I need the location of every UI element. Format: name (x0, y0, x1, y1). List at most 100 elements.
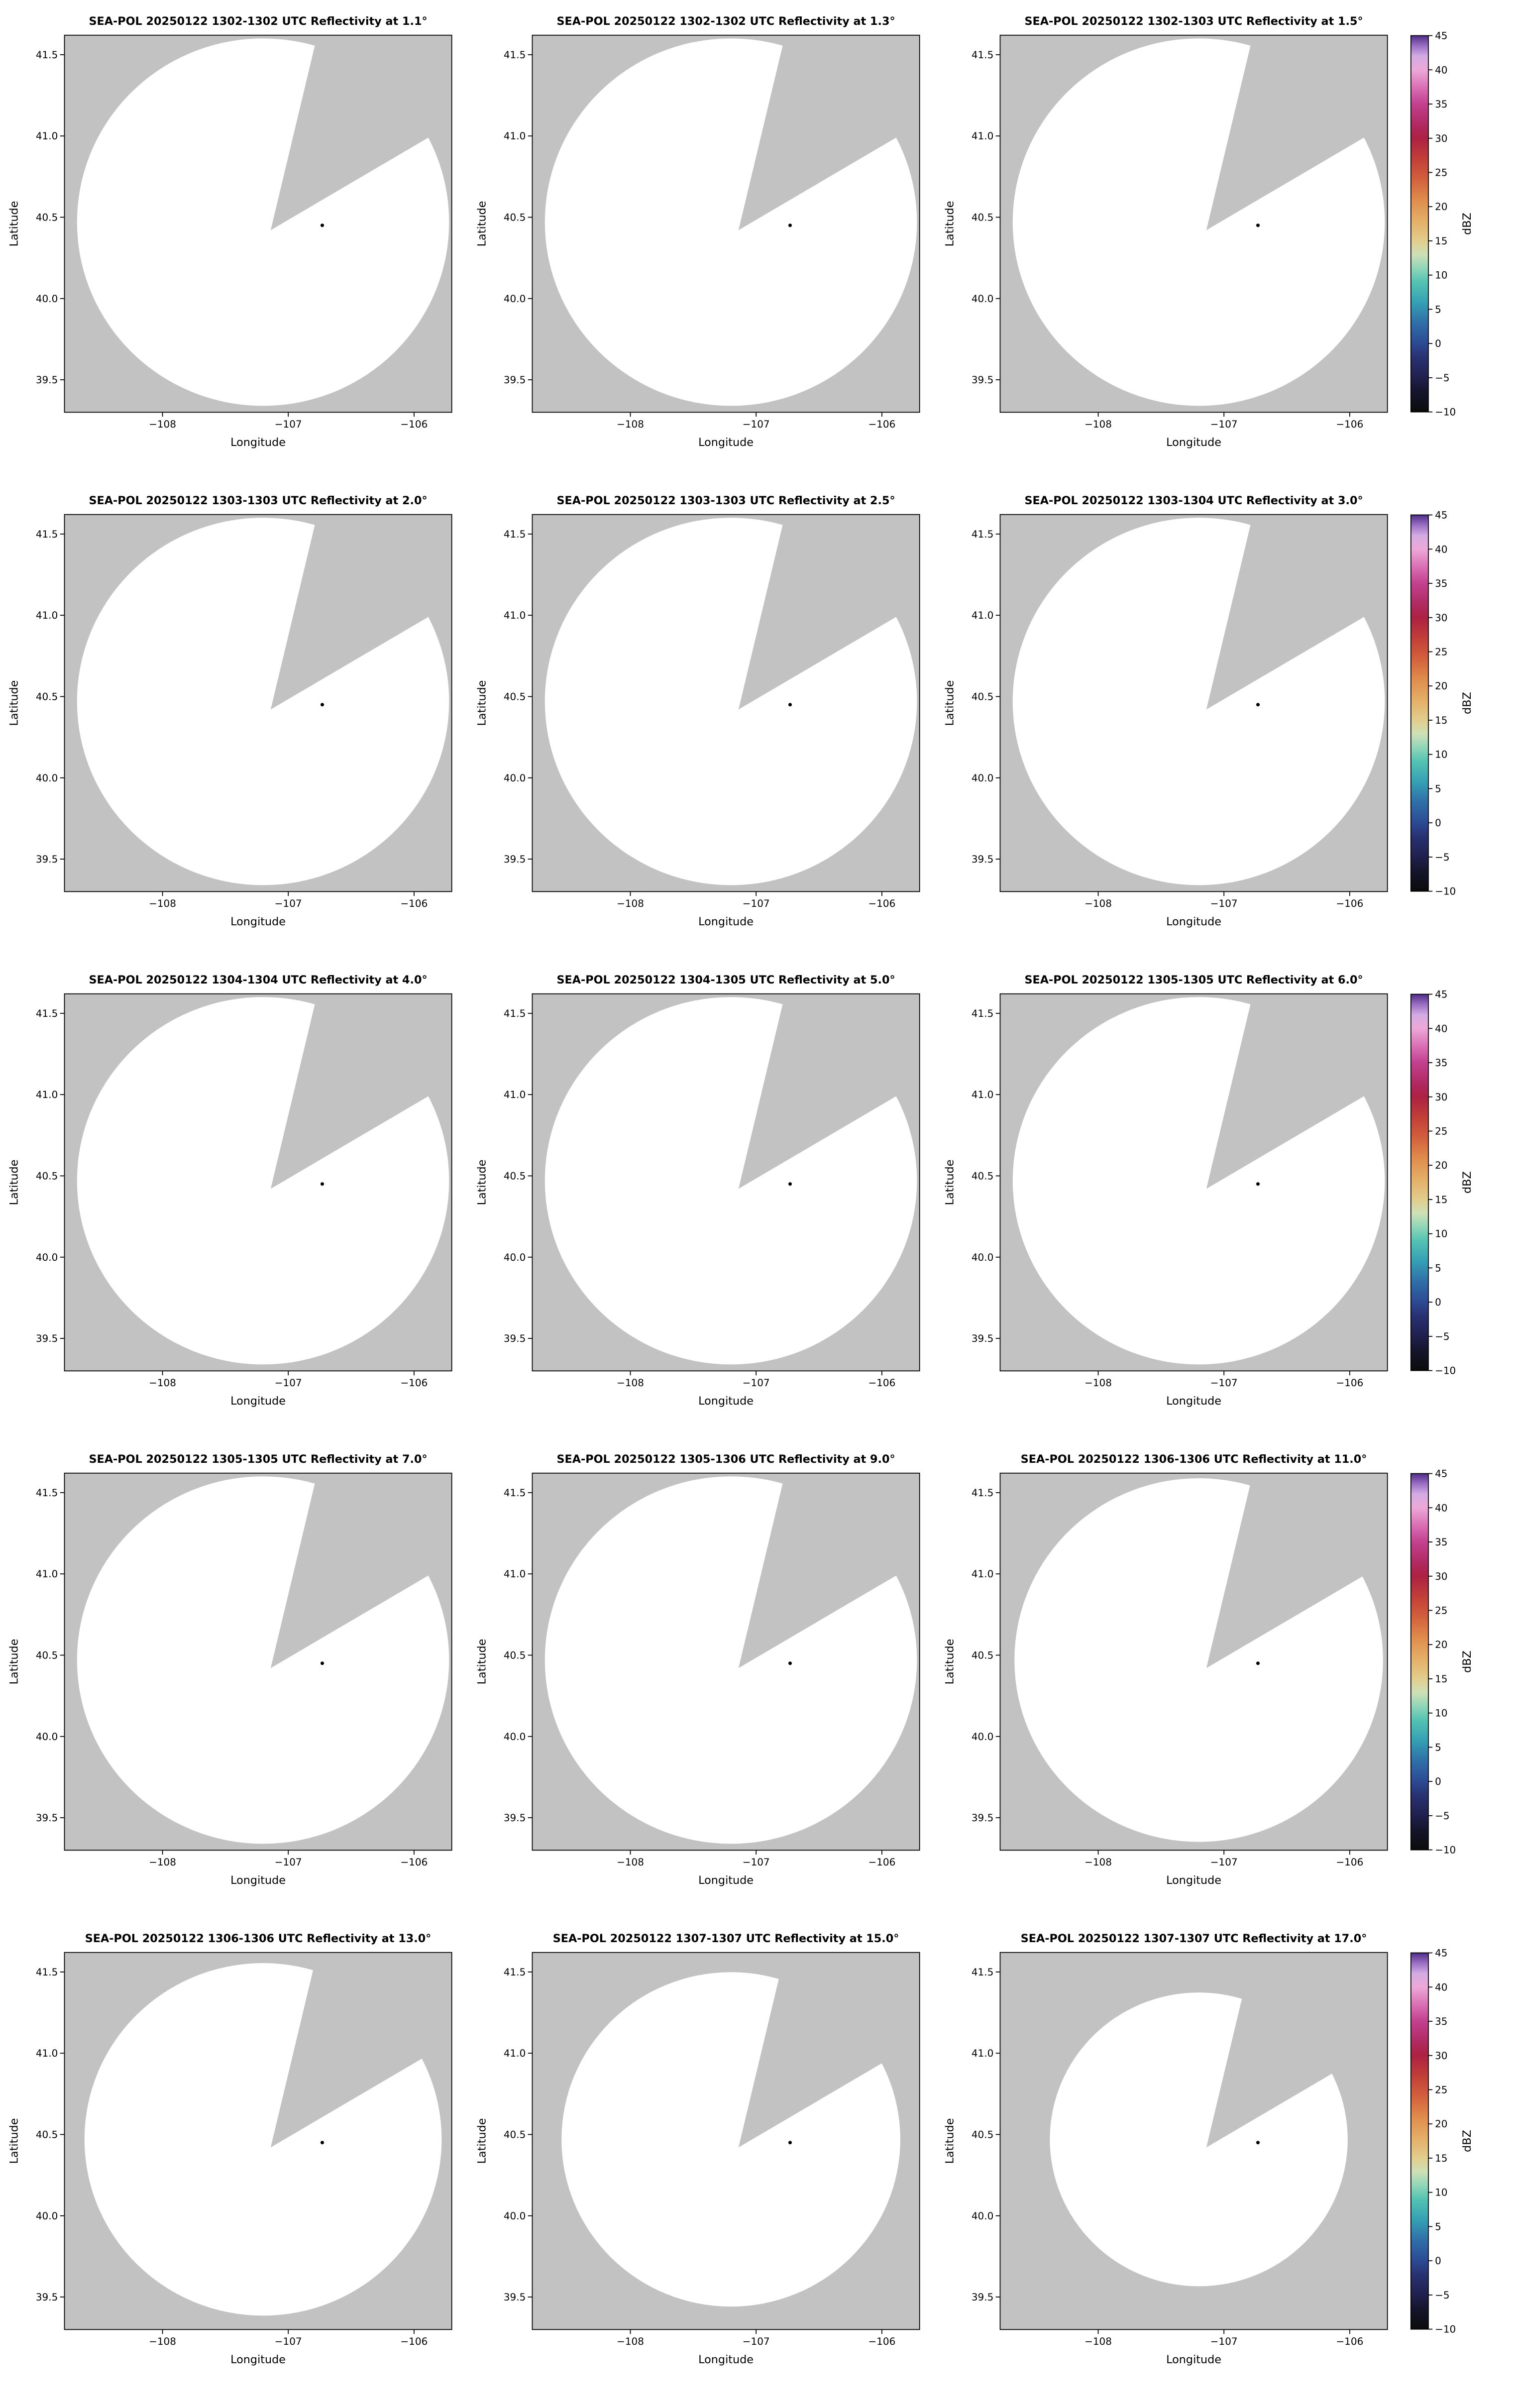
y-tick-label: 41.0 (504, 1568, 526, 1580)
x-tick-label: −106 (1336, 897, 1363, 909)
y-axis-label: Latitude (944, 1639, 957, 1685)
colorbar-label: dBZ (1461, 692, 1474, 714)
colorbar-tick-label: 15 (1435, 1194, 1447, 1205)
colorbar-tick-label: 0 (1435, 338, 1441, 349)
y-tick-label: 40.5 (504, 212, 526, 223)
radar-site-marker (320, 2141, 325, 2145)
blocked-sector-wedge (1206, 1473, 1388, 1668)
x-tick-label: −106 (868, 1377, 895, 1389)
x-axis-label: Longitude (698, 2353, 754, 2366)
y-axis-label: Latitude (476, 1160, 489, 1205)
x-axis-label: Longitude (230, 915, 286, 928)
y-tick-label: 40.0 (972, 2210, 993, 2222)
axes-frame (532, 993, 920, 1372)
y-axis-label: Latitude (476, 2118, 489, 2164)
radar-site-marker (1256, 2141, 1260, 2145)
y-tick-label: 39.5 (972, 853, 993, 865)
blocked-sector-wedge (738, 35, 920, 230)
y-tick-label: 40.5 (504, 691, 526, 703)
blocked-sector-wedge (738, 1473, 920, 1668)
radar-panel: −108 −107 −106 39.5 40.0 40.5 41.0 41.5 SEA-POL … (8, 974, 452, 1408)
y-tick-label: 39.5 (504, 2291, 526, 2303)
x-tick-label: −108 (1084, 1856, 1112, 1868)
panel-title: SEA-POL 20250122 1302-1302 UTC Reflectiv… (556, 15, 895, 28)
radar-panel: −108 −107 −106 39.5 40.0 40.5 41.0 41.5 SEA-POL … (944, 1932, 1388, 2366)
y-tick-label: 40.5 (504, 2129, 526, 2141)
y-tick-label: 40.0 (36, 772, 58, 784)
y-axis-label: Latitude (944, 1160, 957, 1205)
y-tick-label: 40.5 (972, 212, 993, 223)
y-tick-label: 41.0 (972, 130, 993, 142)
colorbar-tick-label: 20 (1435, 680, 1447, 692)
y-axis-label: Latitude (476, 1639, 489, 1685)
x-axis-label: Longitude (230, 436, 286, 449)
radar-panel: −108 −107 −106 39.5 40.0 40.5 41.0 41.5 SEA-POL … (8, 1932, 452, 2366)
axes-frame (532, 34, 920, 413)
x-axis-label: Longitude (230, 1395, 286, 1408)
y-tick-label: 39.5 (972, 1332, 993, 1344)
x-tick-label: −107 (1210, 418, 1238, 430)
y-tick-label: 39.5 (504, 1332, 526, 1344)
x-tick-label: −106 (1336, 2335, 1363, 2347)
y-tick-label: 41.5 (504, 1487, 526, 1499)
y-tick-label: 41.5 (504, 49, 526, 61)
radar-site-marker (1256, 703, 1260, 707)
y-tick-label: 40.0 (504, 1731, 526, 1743)
radar-site-marker (320, 703, 325, 707)
x-tick-label: −108 (1084, 1377, 1112, 1389)
colorbar-label: dBZ (1461, 2130, 1474, 2152)
colorbar-gradient (1410, 1952, 1429, 2330)
colorbar-tick-label: 35 (1435, 578, 1447, 589)
x-tick-label: −106 (868, 418, 895, 430)
x-tick-label: −108 (149, 418, 176, 430)
y-tick-label: 40.5 (36, 2129, 58, 2141)
panel-title: SEA-POL 20250122 1305-1306 UTC Reflectiv… (556, 1453, 895, 1466)
panel-title: SEA-POL 20250122 1304-1304 UTC Reflectiv… (89, 974, 427, 986)
x-tick-label: −106 (1336, 418, 1363, 430)
y-axis-label: Latitude (8, 2118, 21, 2164)
colorbar-tick-label: 45 (1435, 1948, 1447, 1959)
x-tick-label: −107 (743, 1856, 770, 1868)
x-axis-label: Longitude (1166, 436, 1221, 449)
colorbar-label: dBZ (1461, 213, 1474, 235)
x-tick-label: −107 (275, 1377, 302, 1389)
radar-panel: −108 −107 −106 39.5 40.0 40.5 41.0 41.5 SEA-POL … (8, 15, 452, 449)
y-tick-label: 41.0 (36, 1568, 58, 1580)
panel-title: SEA-POL 20250122 1302-1303 UTC Reflectiv… (1024, 15, 1363, 28)
y-tick-label: 41.0 (504, 2047, 526, 2059)
y-tick-label: 40.0 (36, 1251, 58, 1263)
colorbar-tick-label: −5 (1435, 372, 1449, 384)
x-tick-label: −108 (1084, 897, 1112, 909)
x-tick-label: −106 (400, 2335, 428, 2347)
x-axis-label: Longitude (1166, 1395, 1221, 1408)
y-tick-label: 41.0 (972, 609, 993, 621)
x-tick-label: −108 (1084, 2335, 1112, 2347)
colorbar-tick-label: 45 (1435, 30, 1447, 42)
x-tick-label: −106 (1336, 1377, 1363, 1389)
y-tick-label: 40.5 (972, 2129, 993, 2141)
x-tick-label: −108 (617, 418, 644, 430)
x-axis-label: Longitude (230, 2353, 286, 2366)
colorbar-tick-label: 15 (1435, 715, 1447, 726)
y-tick-label: 40.5 (972, 691, 993, 703)
colorbar-tick-label: 10 (1435, 1708, 1447, 1719)
radar-site-marker (788, 1661, 792, 1665)
colorbar-tick-label: 35 (1435, 1057, 1447, 1069)
y-tick-label: 41.5 (972, 528, 993, 540)
blocked-sector-wedge (270, 35, 452, 230)
radar-panel: −108 −107 −106 39.5 40.0 40.5 41.0 41.5 SEA-POL … (944, 974, 1388, 1408)
x-tick-label: −106 (868, 1856, 895, 1868)
y-axis-label: Latitude (476, 680, 489, 726)
colorbar-tick-label: 30 (1435, 133, 1447, 144)
x-axis-label: Longitude (698, 436, 754, 449)
y-tick-label: 41.0 (36, 609, 58, 621)
panel-title: SEA-POL 20250122 1302-1302 UTC Reflectiv… (89, 15, 427, 28)
x-tick-label: −108 (617, 1377, 644, 1389)
x-tick-label: −107 (743, 418, 770, 430)
colorbar-tick-label: 5 (1435, 783, 1441, 794)
y-tick-label: 40.0 (972, 1731, 993, 1743)
colorbar-tick-label: −10 (1435, 407, 1456, 418)
colorbar-tick-label: 25 (1435, 1605, 1447, 1617)
colorbar-tick-label: −10 (1435, 2324, 1456, 2335)
axes-frame (532, 1952, 920, 2330)
